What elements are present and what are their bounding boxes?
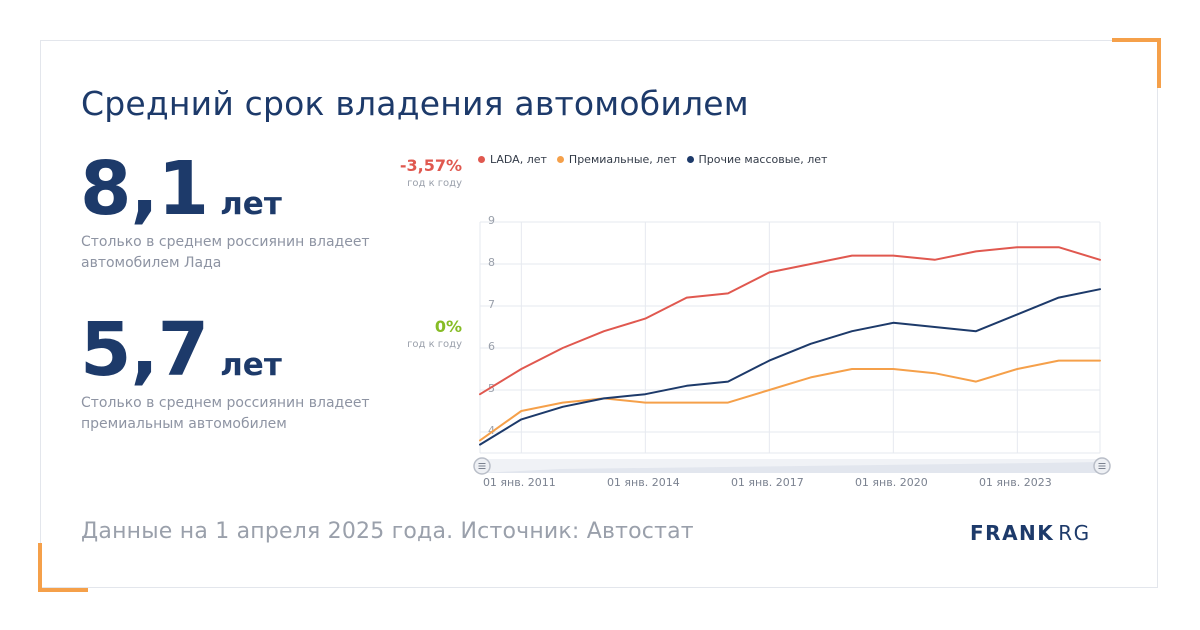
x-tick-label: 01 янв. 2017 [731,476,804,489]
card-frame [40,40,1158,588]
legend-dot-mass [686,156,694,163]
metric-lada-description: Столько в среднем россиянин владеет авто… [81,234,370,271]
corner-accent-bottom-left [38,543,88,592]
corner-accent-top-right [1112,38,1161,88]
change-premium-caption: год к году [407,339,462,350]
series-line-lada [479,246,1101,396]
x-tick-label: 01 янв. 2023 [979,476,1052,489]
change-premium: 0% год к году [372,317,462,350]
brand-logo-bold: FRANK [970,521,1055,545]
y-tick-label: 7 [488,298,495,311]
change-lada: -3,57% год к году [372,156,462,189]
metric-premium-value: 5,7 [80,307,209,393]
change-lada-value: -3,57% [399,156,462,175]
metric-lada: 8,1 лет Столько в среднем россиянин владе… [80,144,370,271]
change-lada-caption: год к году [407,178,462,189]
brand-logo-light: RG [1058,521,1091,545]
metric-lada-value: 8,1 [80,146,209,232]
legend-item-premium[interactable]: Премиальные, лет [556,153,677,166]
page-title: Средний срок владения автомобилем [81,84,749,123]
y-tick-label: 8 [488,256,495,269]
x-tick-label: 01 янв. 2020 [855,476,928,489]
metric-premium: 5,7 лет Столько в среднем россиянин владе… [80,305,370,432]
legend-label-mass: Прочие массовые, лет [698,153,828,166]
navigator-series-shade [480,462,1100,473]
y-tick-label: 9 [488,214,495,227]
series-line-mass [479,288,1101,446]
legend-label-premium: Премиальные, лет [568,153,677,166]
line-chart: 4 5 6 7 8 9 01 янв. 2011 01 янв. 2014 01 янв. 20… [473,214,1111,489]
legend-dot-lada [478,156,485,163]
x-tick-label: 01 янв. 2011 [483,476,556,489]
source-note: Данные на 1 апреля 2025 года. Источник: … [81,519,694,544]
series-line-premium [479,359,1101,442]
legend-label-lada: LADA, лет [490,153,547,166]
legend-dot-premium [556,156,564,163]
legend-item-lada[interactable]: LADA, лет [478,153,547,166]
x-tick-label: 01 янв. 2014 [607,476,680,489]
metric-premium-description: Столько в среднем россиянин владеет прем… [81,395,370,432]
metric-lada-unit: лет [220,186,282,222]
brand-logo: FRANK RG [970,521,1091,545]
chart-legend: LADA, лет Премиальные, лет Прочие массов… [478,153,827,166]
y-tick-label: 5 [488,382,495,395]
legend-item-mass[interactable]: Прочие массовые, лет [686,153,828,166]
change-premium-value: 0% [434,317,462,336]
y-tick-label: 4 [488,424,495,437]
y-tick-label: 6 [488,340,495,353]
metric-premium-unit: лет [220,347,282,383]
